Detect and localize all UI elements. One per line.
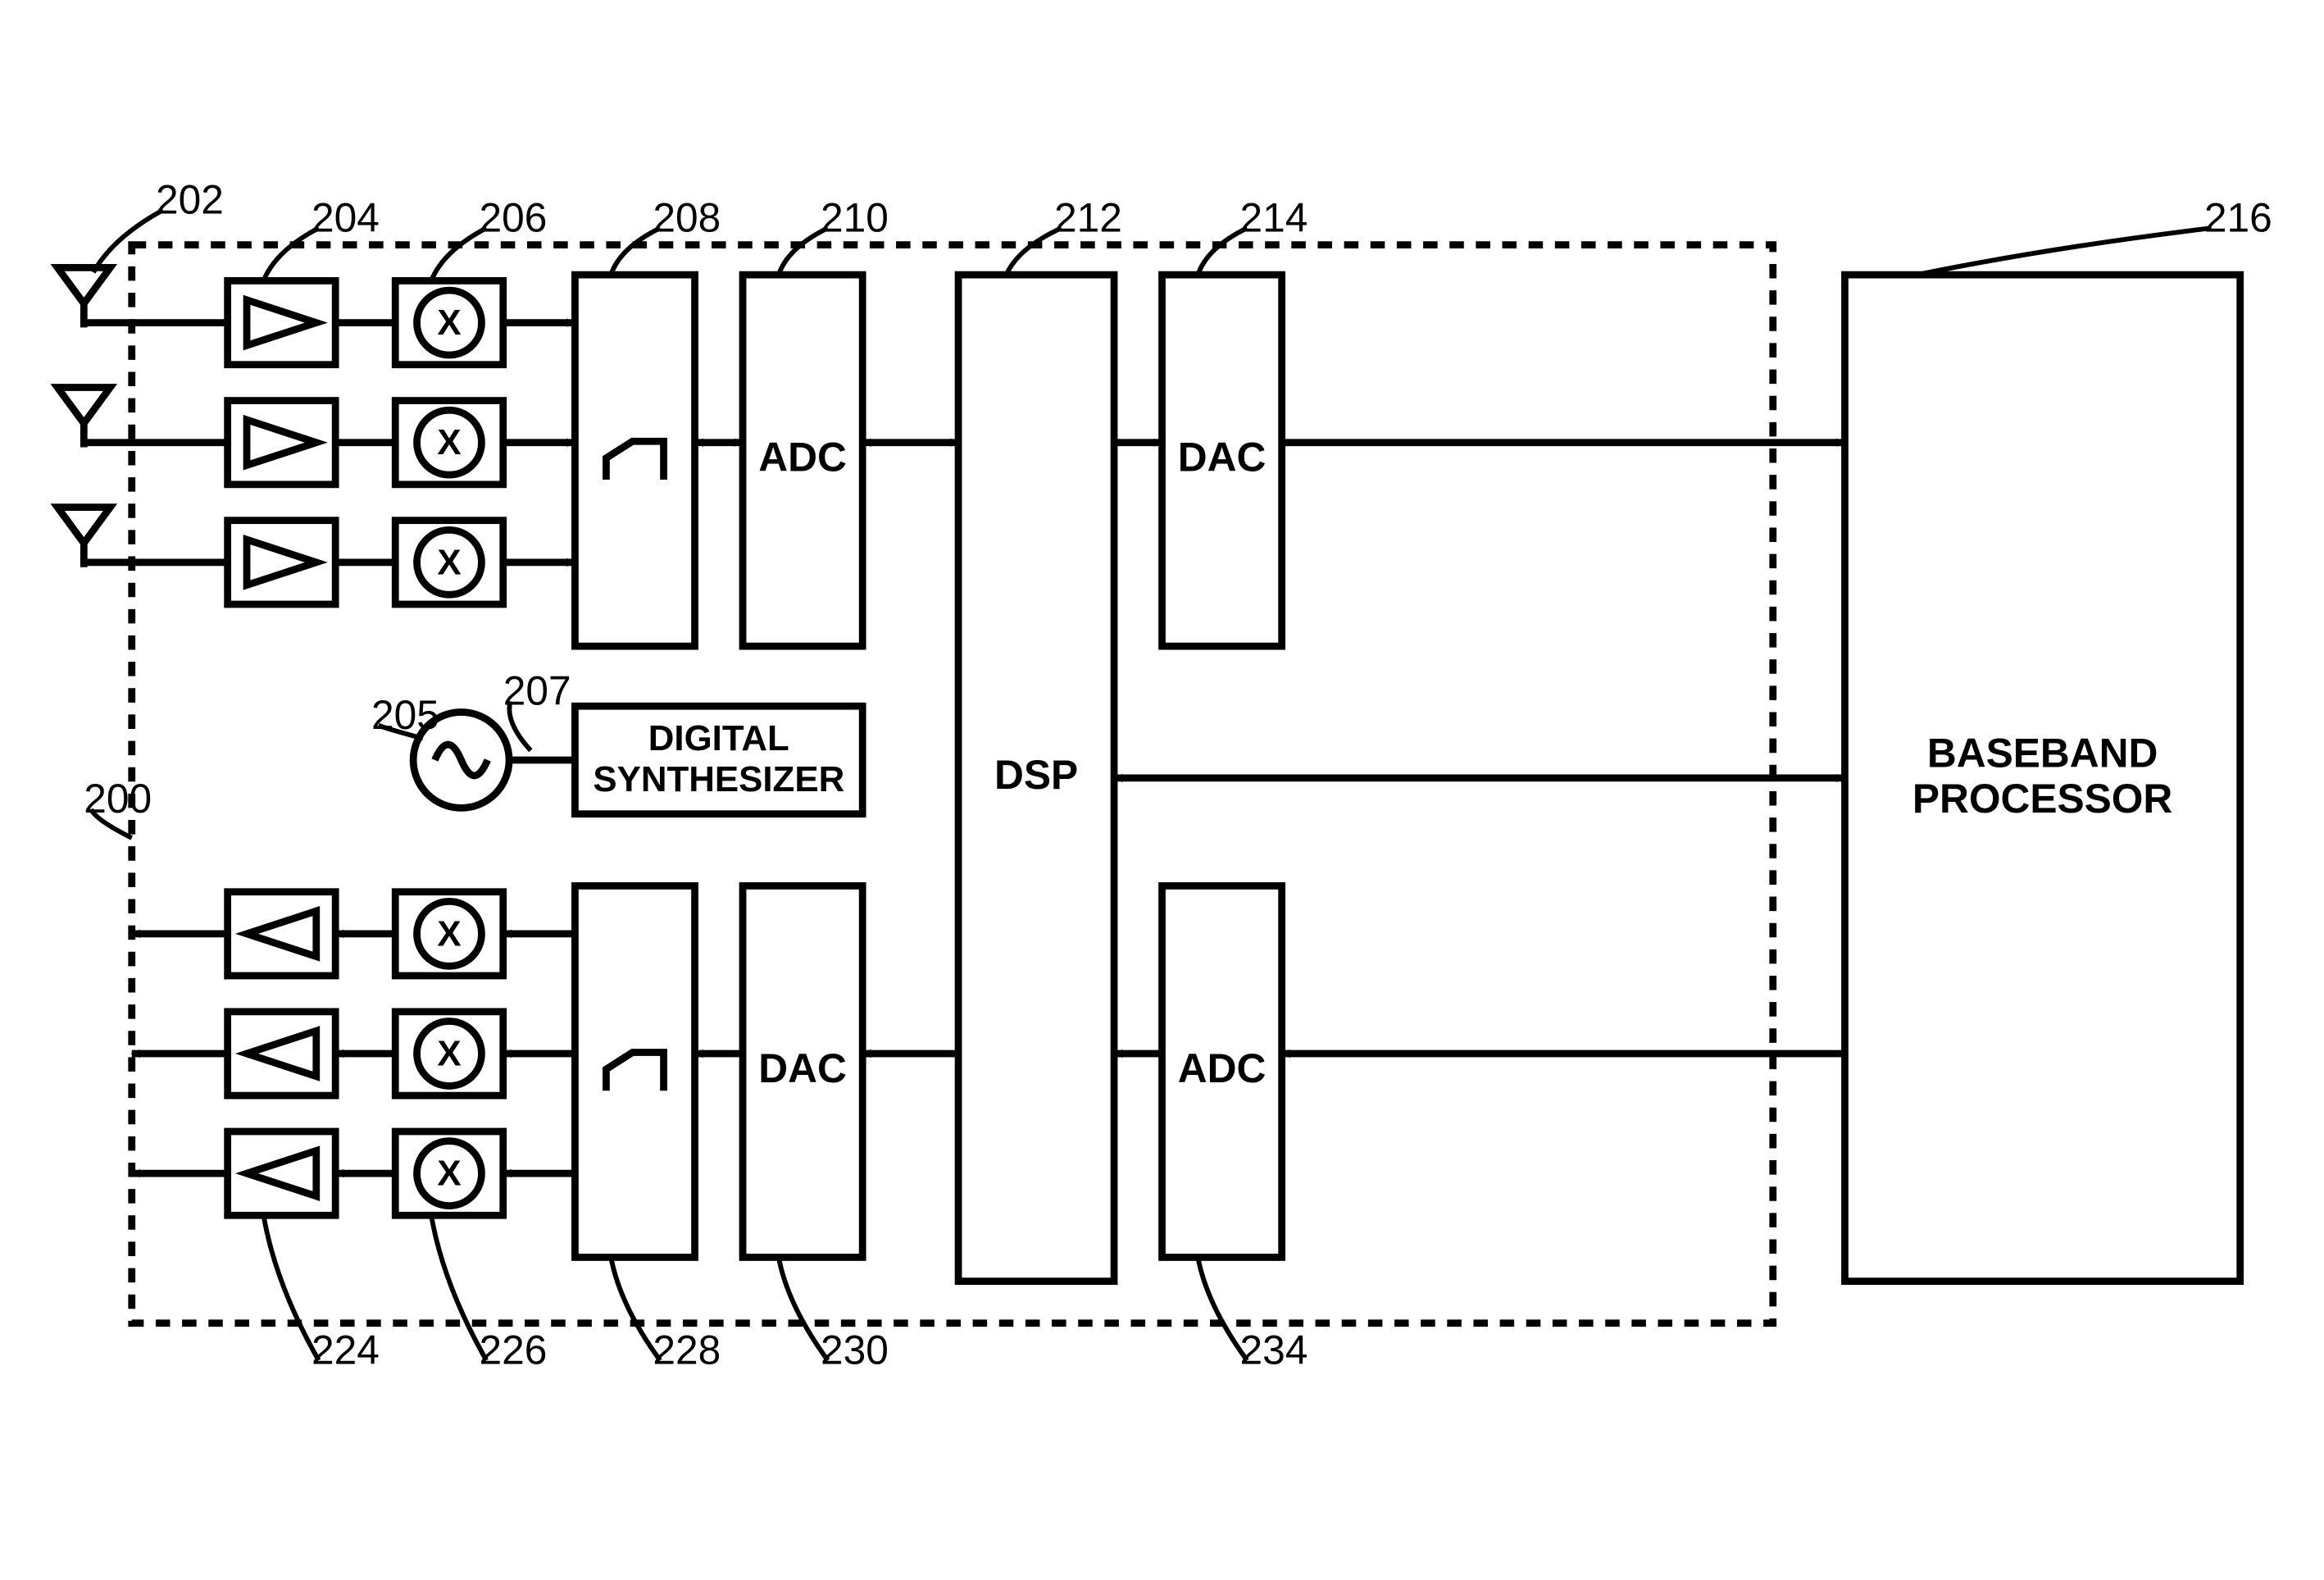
chip-boundary (132, 245, 1773, 1323)
svg-text:226: 226 (480, 1327, 548, 1373)
svg-text:DIGITAL: DIGITAL (648, 718, 789, 758)
svg-text:216: 216 (2204, 194, 2272, 240)
svg-text:X: X (437, 303, 461, 343)
svg-text:207: 207 (503, 668, 571, 714)
svg-text:205: 205 (371, 692, 439, 738)
svg-text:204: 204 (312, 194, 380, 240)
svg-text:210: 210 (821, 194, 889, 240)
svg-text:X: X (437, 542, 461, 582)
svg-text:DSP: DSP (994, 752, 1078, 798)
svg-text:234: 234 (1239, 1327, 1308, 1373)
svg-text:202: 202 (156, 177, 224, 223)
rx-filter (575, 275, 694, 646)
svg-text:206: 206 (480, 194, 548, 240)
svg-text:212: 212 (1054, 194, 1122, 240)
antenna-icon (57, 508, 110, 544)
antenna-icon (57, 387, 110, 423)
svg-text:X: X (437, 422, 461, 462)
svg-text:200: 200 (84, 776, 152, 822)
svg-text:X: X (437, 1033, 461, 1073)
svg-text:230: 230 (821, 1327, 889, 1373)
svg-text:228: 228 (653, 1327, 721, 1373)
svg-text:ADC: ADC (758, 435, 847, 480)
antenna-icon (57, 267, 110, 303)
tx-filter (575, 886, 694, 1257)
svg-text:224: 224 (312, 1327, 380, 1373)
svg-text:214: 214 (1239, 194, 1308, 240)
svg-text:DAC: DAC (758, 1045, 847, 1091)
svg-text:PROCESSOR: PROCESSOR (1912, 776, 2172, 822)
svg-text:X: X (437, 913, 461, 954)
svg-text:208: 208 (653, 194, 721, 240)
svg-text:X: X (437, 1154, 461, 1194)
svg-text:BASEBAND: BASEBAND (1927, 731, 2158, 776)
svg-text:ADC: ADC (1178, 1045, 1267, 1091)
svg-text:SYNTHESIZER: SYNTHESIZER (593, 759, 844, 799)
svg-text:DAC: DAC (1178, 435, 1267, 480)
